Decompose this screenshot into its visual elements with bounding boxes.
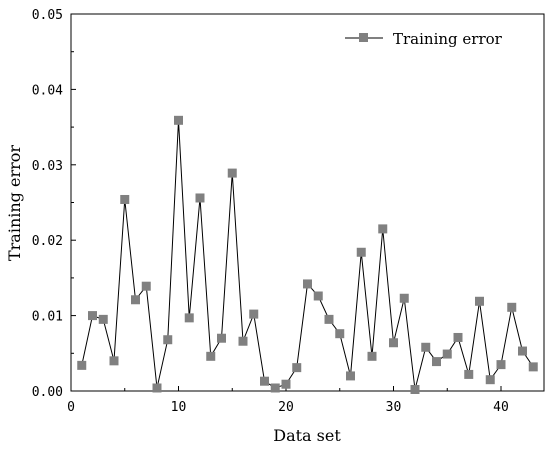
y-tick-label: 0.01 [32, 310, 63, 325]
data-point [356, 247, 366, 257]
data-point [152, 383, 162, 393]
legend-marker [359, 33, 368, 42]
x-tick-label: 10 [171, 400, 187, 415]
legend: Training error [345, 30, 503, 48]
plot-area [70, 13, 545, 392]
data-point [442, 349, 452, 359]
data-point [528, 362, 538, 372]
data-point [496, 360, 506, 370]
data-point [109, 356, 119, 366]
data-point [184, 313, 194, 323]
data-point [98, 314, 108, 324]
data-point [399, 293, 409, 303]
data-point [217, 333, 226, 343]
data-point [453, 332, 463, 342]
y-axis-title: Training error [5, 145, 24, 261]
data-point [260, 376, 269, 386]
data-point [378, 224, 388, 234]
data-point [389, 338, 398, 348]
x-axis-title: Data set [273, 426, 341, 445]
y-tick-label: 0.05 [32, 8, 63, 23]
data-point [206, 351, 216, 361]
data-point [324, 314, 334, 324]
data-point [475, 296, 484, 306]
y-tick-label: 0.02 [32, 234, 63, 249]
data-point [131, 295, 140, 305]
data-point [303, 279, 312, 289]
x-tick-label: 0 [67, 400, 75, 415]
y-tick-label: 0.00 [32, 385, 63, 400]
data-point [313, 291, 323, 301]
data-point [270, 383, 280, 393]
data-point [77, 360, 87, 370]
data-point [421, 342, 431, 352]
data-point [367, 351, 377, 361]
data-point [335, 329, 345, 339]
y-tick-label: 0.03 [32, 159, 63, 174]
x-axis-ticks: 0 10 20 30 40 [67, 386, 509, 415]
legend-label: Training error [393, 30, 503, 48]
data-point [195, 193, 205, 203]
data-point [249, 309, 259, 319]
data-point [292, 363, 302, 373]
data-point [163, 335, 173, 345]
data-point [518, 346, 527, 356]
data-point [485, 375, 495, 385]
data-point [464, 369, 474, 379]
x-tick-label: 20 [278, 400, 294, 415]
plot-frame [70, 13, 545, 392]
y-axis-ticks: 0.00 0.01 0.02 0.03 0.04 0.05 [32, 8, 76, 400]
data-point [141, 281, 151, 291]
data-point [238, 336, 248, 346]
data-point [346, 371, 355, 381]
data-point [281, 379, 291, 389]
data-point [432, 357, 441, 367]
x-tick-label: 30 [386, 400, 402, 415]
y-tick-label: 0.04 [32, 83, 63, 98]
data-point [410, 384, 420, 394]
data-point [227, 168, 237, 178]
data-point [88, 311, 97, 321]
data-point [507, 302, 517, 312]
x-tick-label: 40 [493, 400, 509, 415]
series-training-error [77, 115, 538, 394]
data-point [174, 115, 183, 125]
series-line [81, 120, 534, 390]
data-point [120, 194, 130, 204]
